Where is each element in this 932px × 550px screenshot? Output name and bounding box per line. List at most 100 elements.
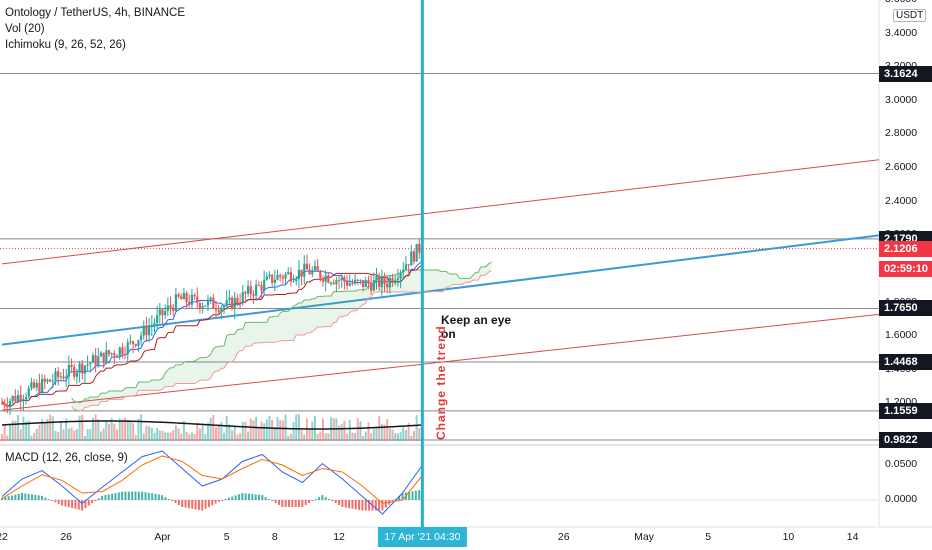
price-level-label: 1.1559 <box>879 402 932 419</box>
volume-bar-63 <box>169 432 172 441</box>
candle-body-93 <box>249 286 252 295</box>
macd-histogram-bar-18-5 <box>378 500 381 511</box>
volume-bar-104 <box>279 420 282 441</box>
macd-histogram-bar-9-1 <box>184 500 187 508</box>
macd-indicator-label[interactable]: MACD (12, 26, close, 9) <box>5 452 128 464</box>
volume-bar-80 <box>215 427 217 441</box>
candle-body-112 <box>300 269 303 277</box>
macd-histogram-bar-0-2 <box>7 496 10 500</box>
candle-body-155 <box>415 243 418 262</box>
candle-body-119 <box>319 270 322 279</box>
time-tick-label: 14 <box>846 531 859 543</box>
volume-bar-147 <box>394 433 397 441</box>
macd-histogram-bar-2-0 <box>41 495 44 500</box>
candle-body-117 <box>313 266 317 271</box>
macd-histogram-bar-10-3 <box>211 500 214 506</box>
macd-histogram-bar-13-5 <box>278 500 281 506</box>
candle-body-68 <box>182 293 185 300</box>
volume-indicator-label[interactable]: Vol (20) <box>5 23 45 35</box>
macd-histogram-bar-8-2 <box>167 499 170 501</box>
candle-body-140 <box>375 275 378 281</box>
candle-body-44 <box>118 347 121 357</box>
macd-histogram-bar-6-0 <box>121 491 124 500</box>
candle-body-33 <box>89 362 92 365</box>
volume-bar-35 <box>94 414 97 441</box>
volume-bar-64 <box>172 429 175 441</box>
volume-bar-18 <box>49 414 52 441</box>
volume-bar-56 <box>150 427 153 441</box>
macd-histogram-bar-20-5 <box>418 490 421 500</box>
candle-body-114 <box>305 263 309 270</box>
volume-bar-49 <box>132 422 135 441</box>
candle-body-3 <box>8 401 12 408</box>
macd-histogram-bar-2-3 <box>51 500 54 501</box>
volume-bar-105 <box>281 420 284 441</box>
candle-body-97 <box>260 285 263 291</box>
candle-body-88 <box>236 297 239 303</box>
volume-bar-137 <box>367 422 370 441</box>
macd-histogram-bar-5-5 <box>117 492 120 500</box>
currency-unit-badge[interactable]: USDT <box>893 9 927 22</box>
price-level-label: 1.7650 <box>879 300 932 317</box>
volume-bar-54 <box>145 425 148 441</box>
macd-histogram-bar-1-5 <box>37 495 40 500</box>
volume-bar-69 <box>185 432 188 441</box>
macd-line <box>1 450 423 515</box>
candle-body-86 <box>230 297 234 310</box>
candle-body-135 <box>362 279 365 287</box>
candle-body-149 <box>399 272 402 279</box>
candle-body-17 <box>46 379 49 382</box>
volume-bar-113 <box>303 434 306 441</box>
macd-histogram-bar-15-1 <box>304 500 307 506</box>
price-tick-label: 2.8000 <box>885 127 918 140</box>
volume-bar-88 <box>236 434 239 441</box>
time-tick-label: 5 <box>705 531 712 543</box>
volume-bar-108 <box>289 433 292 441</box>
volume-bar-73 <box>196 423 199 441</box>
candle-body-25 <box>67 364 70 377</box>
candle-body-22 <box>59 376 62 378</box>
candle-body-128 <box>343 277 346 282</box>
macd-histogram-bar-0-3 <box>11 495 14 500</box>
volume-bar-139 <box>372 429 375 441</box>
symbol-title[interactable]: Ontology / TetherUS, 4h, BINANCE <box>5 7 186 19</box>
candle-body-21 <box>57 371 60 378</box>
candle-body-152 <box>407 264 410 266</box>
candle-body-55 <box>148 326 151 336</box>
candle-body-83 <box>222 305 226 308</box>
macd-histogram-bar-12-2 <box>247 493 250 500</box>
ichimoku-base-line <box>1 265 423 407</box>
macd-histogram-bar-12-4 <box>254 494 257 500</box>
volume-bar-82 <box>220 422 223 441</box>
candle-body-125 <box>335 280 338 284</box>
candle-body-107 <box>287 272 290 275</box>
macd-histogram-bar-0-4 <box>14 494 17 500</box>
candle-body-84 <box>225 300 228 306</box>
volume-bar-28 <box>75 429 78 441</box>
candle-body-102 <box>273 279 276 283</box>
macd-histogram-bar-17-4 <box>354 500 357 510</box>
candle-body-2 <box>6 406 9 408</box>
volume-bar-146 <box>391 429 394 441</box>
candle-body-136 <box>364 280 367 287</box>
macd-histogram-bar-15-3 <box>311 500 314 502</box>
macd-histogram-bar-11-2 <box>227 497 230 500</box>
volume-bar-107 <box>287 435 290 441</box>
candle-body-0 <box>0 403 4 405</box>
volume-bar-51 <box>137 418 140 441</box>
volume-bar-136 <box>364 431 367 441</box>
candle-body-7 <box>19 394 22 402</box>
volume-bar-101 <box>271 420 274 441</box>
candle-body-118 <box>316 266 319 271</box>
candle-body-103 <box>276 275 279 280</box>
macd-histogram-bar-15-2 <box>308 500 311 504</box>
volume-bar-140 <box>375 426 378 441</box>
volume-bar-33 <box>89 429 92 441</box>
ichimoku-indicator-label[interactable]: Ichimoku (9, 26, 52, 26) <box>5 39 126 51</box>
volume-bar-93 <box>249 418 252 441</box>
volume-bar-1 <box>3 425 6 441</box>
macd-histogram-bar-14-3 <box>291 500 294 507</box>
candle-body-150 <box>402 269 405 273</box>
candle-body-92 <box>247 286 250 294</box>
